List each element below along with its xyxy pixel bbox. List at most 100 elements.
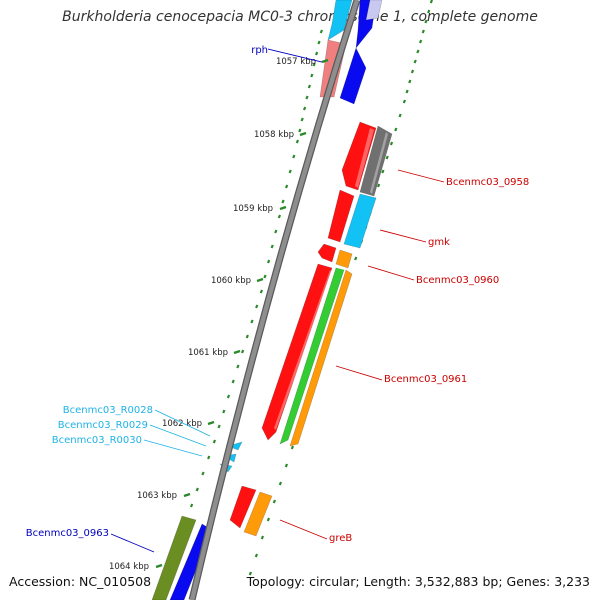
- red-block-0961: [261, 263, 333, 441]
- inner-tick-dot: [207, 455, 211, 460]
- label-leader-line: [367, 265, 415, 281]
- orange-block-0961: [289, 269, 353, 447]
- inner-tick-dot: [201, 471, 205, 476]
- outer-tick-dot: [410, 69, 415, 74]
- feature-label[interactable]: Bcenmc03_R0029: [58, 420, 148, 431]
- feature-label[interactable]: Bcenmc03_R0030: [52, 435, 142, 446]
- inner-tick-dot: [288, 169, 292, 174]
- label-leader-line: [279, 519, 328, 540]
- inner-tick-dot: [250, 319, 254, 324]
- backbone: [188, 0, 361, 600]
- inner-tick-dot: [212, 439, 217, 444]
- outer-tick-dot: [394, 127, 398, 132]
- orange-block-greb: [243, 491, 273, 537]
- genome-summary-text: Topology: circular; Length: 3,532,883 bp…: [246, 574, 590, 589]
- feature-label[interactable]: Bcenmc03_0960: [416, 275, 499, 286]
- label-leaders: [110, 48, 445, 553]
- inner-tick-dot: [284, 184, 289, 189]
- inner-tick-dot: [240, 349, 245, 354]
- outer-tick-dot: [385, 155, 389, 160]
- outer-tick-dot: [418, 39, 423, 44]
- label-leader-line: [379, 229, 427, 243]
- kbp-tick-mark: [183, 492, 191, 498]
- feature-label[interactable]: Bcenmc03_R0028: [63, 405, 153, 416]
- kbp-tick-label: 1058 kbp: [254, 130, 294, 140]
- gray-block-0958: [359, 125, 393, 197]
- outer-tick-dot: [376, 183, 381, 188]
- label-leader-line: [335, 365, 383, 381]
- inner-tick-dot: [266, 259, 271, 264]
- label-leader-line: [397, 169, 445, 183]
- block-highlight: [370, 132, 388, 194]
- orange-block-0960: [335, 249, 353, 269]
- red-block-greb: [229, 485, 257, 529]
- accession-text: Accession: NC_010508: [9, 574, 152, 589]
- feature-label[interactable]: Bcenmc03_0961: [384, 374, 467, 385]
- inner-tick-dot: [314, 51, 319, 56]
- feature-label[interactable]: rph: [251, 45, 268, 56]
- red-block-0960: [317, 243, 337, 263]
- backbone-arc: [189, 0, 360, 600]
- inner-tick-dot: [259, 289, 264, 294]
- kbp-tick-label: 1060 kbp: [211, 276, 251, 286]
- feature-label[interactable]: greB: [329, 533, 352, 544]
- outer-tick-dot: [290, 445, 295, 450]
- outer-tick-dot: [398, 113, 402, 118]
- outer-tick-dot: [424, 19, 428, 24]
- kbp-tick-mark: [207, 420, 215, 426]
- inner-tick-dot: [310, 73, 314, 78]
- outer-tick-dot: [408, 79, 412, 84]
- kbp-tick-label: 1059 kbp: [233, 204, 273, 214]
- olive-block-0963: [151, 515, 197, 600]
- inner-tick-dot: [292, 154, 296, 159]
- inner-tick-dot: [281, 199, 285, 204]
- feature-label[interactable]: Bcenmc03_0963: [26, 528, 109, 539]
- inner-tick-dot: [305, 95, 309, 100]
- label-leader-line: [149, 424, 207, 447]
- kbp-tick-label: 1057 kbp: [276, 57, 316, 67]
- outer-tick-dot: [284, 463, 289, 468]
- inner-tick-dot: [307, 84, 312, 89]
- outer-tick-dot: [272, 499, 277, 504]
- inner-tick-dot: [302, 106, 307, 111]
- outer-tick-dot: [266, 517, 271, 522]
- kbp-tick-mark: [155, 563, 163, 569]
- inner-tick-dot: [195, 487, 199, 492]
- feature-label[interactable]: gmk: [428, 237, 450, 248]
- inner-tick-dot: [312, 62, 316, 67]
- outer-tick-dot: [405, 89, 409, 94]
- inner-tick-dot: [263, 274, 267, 279]
- kbp-tick-label: 1064 kbp: [109, 562, 149, 572]
- cyan-block-gmk: [343, 193, 377, 249]
- inner-tick-dot: [245, 334, 249, 339]
- label-leader-line: [143, 439, 203, 457]
- red-block-0958: [341, 121, 377, 191]
- inner-tick-dot: [231, 379, 235, 384]
- inner-tick-dot: [277, 214, 282, 219]
- kbp-tick-mark: [279, 205, 287, 211]
- kbp-tick-label: 1062 kbp: [162, 419, 202, 429]
- outer-tick-dot: [354, 256, 358, 261]
- inner-tick-dot: [295, 139, 300, 144]
- map-title: Burkholderia cenocepacia MC0-3 chromosom…: [62, 9, 538, 25]
- kbp-tick-label: 1063 kbp: [137, 491, 177, 501]
- outer-tick-dot: [402, 99, 407, 104]
- inner-tick-dot: [255, 304, 259, 309]
- inner-tick-dot: [317, 40, 321, 45]
- block-highlight: [355, 128, 374, 188]
- outer-tick-dot: [381, 169, 385, 174]
- lavender-block-top: [365, 0, 383, 21]
- label-leader-line: [110, 533, 155, 553]
- inner-tick-dot: [298, 128, 302, 133]
- kbp-tick-mark: [321, 58, 329, 64]
- kbp-ticks: 1057 kbp 1058 kbp 1059 kbp 1060 kbp 1061 kbp…: [109, 57, 329, 572]
- inner-tick-dot: [217, 424, 221, 429]
- outer-tick-dot: [416, 49, 420, 54]
- outer-tick-dot: [429, 0, 434, 4]
- feature-label[interactable]: Bcenmc03_0958: [446, 177, 529, 188]
- kbp-tick-mark: [233, 349, 241, 355]
- outer-tick-dot: [427, 9, 431, 14]
- cyan-arrow-r0028: [227, 441, 243, 451]
- outer-tick-dot: [413, 59, 417, 64]
